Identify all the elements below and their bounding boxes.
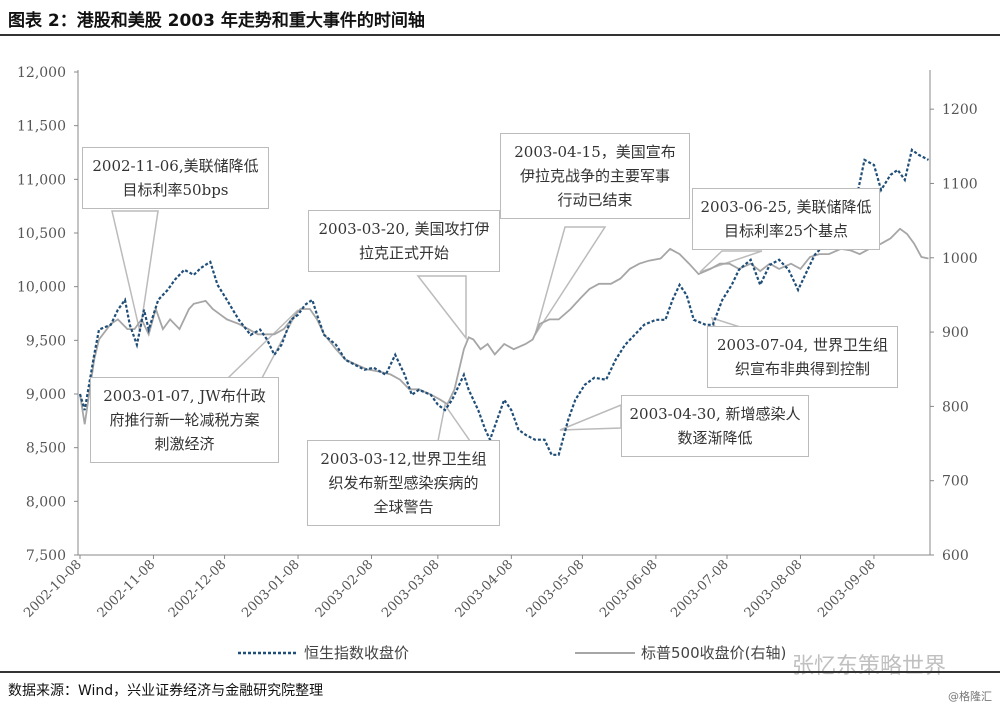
x-tick-label: 2003-07-08 bbox=[668, 557, 732, 621]
hsi-line bbox=[78, 148, 930, 456]
right-tick-label: 600 bbox=[942, 548, 969, 564]
left-tick-label: 11,000 bbox=[17, 172, 66, 188]
annotation-box: 2003-06-25, 美联储降低 目标利率25个基点 bbox=[692, 188, 880, 250]
annotation-box: 2003-04-15，美国宣布 伊拉克战争的主要军事 行动已结束 bbox=[500, 133, 690, 219]
annotation-text: 2003-07-04, 世界卫生组 bbox=[716, 336, 889, 354]
right-tick-label: 700 bbox=[942, 474, 969, 490]
annotation-text: 刺激经济 bbox=[154, 435, 215, 453]
figure-title: 图表 2：港股和美股 2003 年走势和重大事件的时间轴 bbox=[8, 11, 425, 31]
annotation-text: 数逐渐降低 bbox=[677, 429, 753, 447]
annotation-text: 拉克正式开始 bbox=[358, 244, 449, 262]
annotation-text: 2003-06-25, 美联储降低 bbox=[700, 198, 872, 216]
left-tick-label: 8,500 bbox=[26, 441, 66, 457]
annotation-box: 2003-04-30, 新增感染人 数逐渐降低 bbox=[621, 395, 809, 457]
x-tick-label: 2003-04-08 bbox=[453, 557, 517, 621]
annotation-box: 2003-03-12,世界卫生组 织发布新型感染疾病的 全球警告 bbox=[307, 440, 500, 526]
watermark: 张忆东策略世界 bbox=[792, 654, 947, 679]
x-tick-label: 2003-08-08 bbox=[742, 557, 806, 621]
left-tick-label: 9,000 bbox=[26, 387, 66, 403]
x-tick-label: 2002-11-08 bbox=[95, 557, 159, 621]
annotation-box: 2003-01-07, JW布什政 府推行新一轮减税方案 刺激经济 bbox=[90, 377, 279, 463]
annotation-text: 行动已结束 bbox=[557, 191, 633, 209]
pointer-2 bbox=[416, 275, 467, 341]
right-tick-label: 1100 bbox=[942, 176, 978, 192]
annotation-box: 2003-03-20, 美国攻打伊 拉克正式开始 bbox=[308, 210, 500, 272]
left-tick-label: 8,000 bbox=[26, 494, 66, 510]
annotation-text: 织发布新型感染疾病的 bbox=[328, 474, 479, 492]
annotation-box: 2003-07-04, 世界卫生组 织宣布非典得到控制 bbox=[707, 326, 898, 388]
left-tick-label: 12,000 bbox=[17, 65, 66, 81]
legend-label-hsi: 恒生指数收盘价 bbox=[304, 644, 410, 662]
left-tick-label: 11,500 bbox=[17, 119, 66, 135]
annotation-text: 2003-03-20, 美国攻打伊 bbox=[318, 220, 490, 238]
annotation-text: 2003-03-12,世界卫生组 bbox=[320, 450, 487, 468]
annotation-text: 目标利率25个基点 bbox=[723, 222, 849, 240]
right-tick-label: 1200 bbox=[942, 102, 978, 118]
right-tick-label: 900 bbox=[942, 325, 969, 341]
x-tick-label: 2003-01-08 bbox=[239, 557, 303, 621]
title-divider bbox=[0, 34, 1000, 36]
pointer-0 bbox=[111, 210, 159, 333]
annotation-text: 2002-11-06,美联储降低 bbox=[92, 157, 259, 175]
left-tick-label: 10,500 bbox=[17, 226, 66, 242]
annotation-text: 织宣布非典得到控制 bbox=[734, 360, 870, 378]
footer-divider bbox=[0, 671, 1000, 673]
annotation-box: 2002-11-06,美联储降低 目标利率50bps bbox=[82, 147, 269, 209]
x-tick-label: 2002-10-08 bbox=[21, 557, 85, 621]
annotation-text: 2003-01-07, JW布什政 bbox=[103, 387, 266, 405]
x-tick-label: 2003-02-08 bbox=[313, 557, 377, 621]
pointer-6 bbox=[559, 403, 622, 431]
x-tick-label: 2003-03-08 bbox=[379, 557, 443, 621]
x-tick-label: 2003-05-08 bbox=[524, 557, 588, 621]
annotation-text: 目标利率50bps bbox=[122, 181, 229, 199]
sp500-line bbox=[79, 227, 929, 425]
left-tick-label: 10,000 bbox=[17, 280, 66, 296]
annotation-text: 2003-04-30, 新增感染人 bbox=[629, 405, 801, 423]
x-tick-label: 2003-09-08 bbox=[815, 557, 879, 621]
left-tick-label: 9,500 bbox=[26, 333, 66, 349]
legend-label-sp500: 标普500收盘价(右轴) bbox=[641, 644, 787, 662]
annotation-text: 伊拉克战争的主要军事 bbox=[519, 167, 670, 185]
legend-item-hsi: 恒生指数收盘价 bbox=[238, 642, 409, 663]
annotation-text: 2003-04-15，美国宣布 bbox=[514, 143, 676, 161]
watermark-glh: @格隆汇 bbox=[948, 690, 992, 703]
right-tick-label: 1000 bbox=[942, 251, 978, 267]
x-tick-label: 2003-06-08 bbox=[597, 557, 661, 621]
pointer-3 bbox=[534, 226, 607, 336]
annotation-text: 全球警告 bbox=[373, 498, 434, 516]
legend-item-sp500: 标普500收盘价(右轴) bbox=[575, 642, 786, 663]
pointer-7 bbox=[437, 403, 472, 442]
right-tick-label: 800 bbox=[942, 399, 969, 415]
x-tick-label: 2002-12-08 bbox=[166, 557, 230, 621]
left-tick-label: 7,500 bbox=[26, 548, 66, 564]
data-source: 数据来源：Wind，兴业证券经济与金融研究院整理 bbox=[8, 683, 324, 699]
annotation-text: 府推行新一轮减税方案 bbox=[109, 411, 260, 429]
